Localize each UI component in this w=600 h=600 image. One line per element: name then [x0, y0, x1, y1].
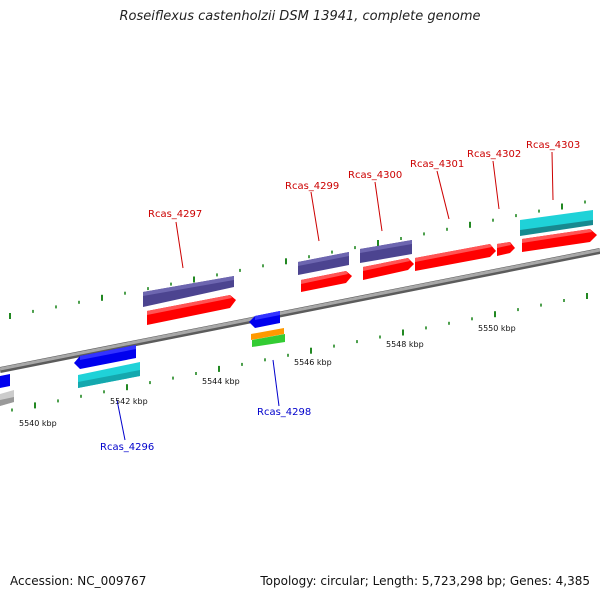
- gene-label-rcas-4300[interactable]: Rcas_4300: [348, 170, 402, 181]
- feature-rcas-4298-green[interactable]: [252, 334, 285, 347]
- feature-rcas-4300-purple[interactable]: [360, 240, 412, 263]
- tick-label-5542: 5542 kbp: [110, 397, 148, 406]
- feature-left-edge-blue[interactable]: [0, 374, 10, 388]
- feature-rcas-4302-cds[interactable]: [497, 242, 515, 256]
- feature-rcas-4296-cyan[interactable]: [78, 362, 140, 388]
- feature-rcas-4299-purple[interactable]: [298, 252, 349, 275]
- feature-rcas-4298-orange[interactable]: [251, 328, 284, 340]
- feature-rcas-4297-purple[interactable]: [143, 276, 234, 307]
- gene-label-rcas-4302[interactable]: Rcas_4302: [467, 149, 521, 160]
- tick-row-lower: [11, 293, 588, 412]
- genome-title: Roseiflexus castenholzii DSM 13941, comp…: [119, 9, 481, 24]
- feature-rcas-4301-cds[interactable]: [415, 244, 496, 271]
- gene-label-rcas-4303[interactable]: Rcas_4303: [526, 140, 580, 151]
- feature-rcas-4298-blue[interactable]: [249, 311, 280, 328]
- feature-left-edge-gray[interactable]: [0, 390, 14, 406]
- leader-lines: [116, 151, 554, 441]
- feature-rcas-4303-cds[interactable]: [522, 229, 597, 252]
- gene-label-rcas-4301[interactable]: Rcas_4301: [410, 159, 464, 170]
- tick-label-5548: 5548 kbp: [386, 340, 424, 349]
- gene-label-rcas-4297[interactable]: Rcas_4297: [148, 209, 202, 220]
- feature-rcas-4299-cds[interactable]: [301, 271, 352, 292]
- feature-rcas-4296-blue[interactable]: [74, 345, 136, 369]
- gene-label-rcas-4299[interactable]: Rcas_4299: [285, 181, 339, 192]
- feature-rcas-4303-cyan[interactable]: [520, 210, 593, 236]
- accession-text: Accession: NC_009767: [10, 574, 147, 588]
- gene-label-rcas-4298[interactable]: Rcas_4298: [257, 407, 311, 418]
- tick-label-5550: 5550 kbp: [478, 324, 516, 333]
- tick-row-upper: [9, 200, 586, 319]
- genome-backbone: [0, 248, 600, 373]
- gene-label-rcas-4296[interactable]: Rcas_4296: [100, 442, 154, 453]
- tick-label-5544: 5544 kbp: [202, 377, 240, 386]
- genome-summary-text: Topology: circular; Length: 5,723,298 bp…: [260, 574, 590, 588]
- feature-rcas-4297-cds[interactable]: [147, 295, 236, 325]
- tick-label-5540: 5540 kbp: [19, 419, 57, 428]
- tick-label-5546: 5546 kbp: [294, 358, 332, 367]
- feature-rcas-4300-cds[interactable]: [363, 258, 414, 280]
